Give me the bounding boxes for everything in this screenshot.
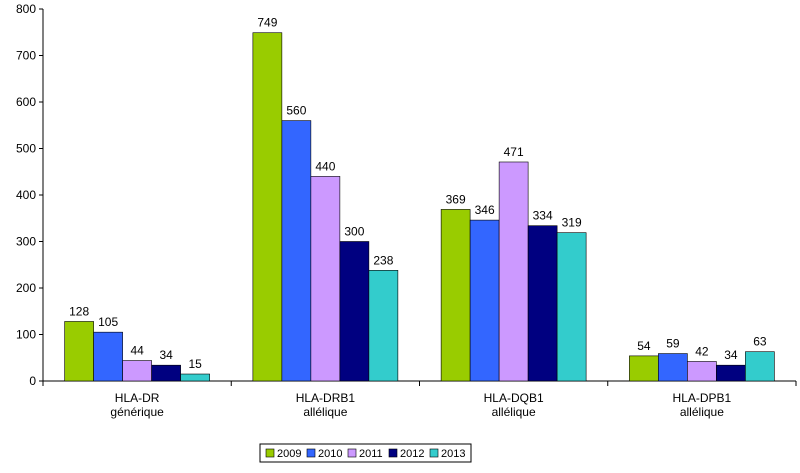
bar-value-label: 369 bbox=[446, 192, 466, 206]
bar-value-label: 34 bbox=[724, 348, 738, 362]
bar bbox=[368, 270, 399, 382]
y-tick-label: 400 bbox=[16, 188, 36, 202]
bar bbox=[440, 209, 471, 382]
bar bbox=[252, 32, 283, 382]
legend-swatch bbox=[388, 448, 398, 458]
category-label: HLA-DQB1 bbox=[484, 391, 544, 405]
y-tick-label: 200 bbox=[16, 281, 36, 295]
bar-value-label: 238 bbox=[373, 253, 393, 267]
bar-value-label: 44 bbox=[130, 344, 144, 358]
bar bbox=[498, 161, 529, 382]
bar bbox=[339, 241, 370, 382]
legend-label: 2011 bbox=[359, 448, 383, 460]
legend-label: 2013 bbox=[441, 448, 465, 460]
bar bbox=[556, 232, 587, 382]
bar bbox=[93, 331, 123, 382]
bar-value-label: 63 bbox=[753, 335, 767, 349]
bar-value-label: 15 bbox=[188, 357, 202, 371]
bar bbox=[64, 321, 94, 382]
bar bbox=[469, 219, 500, 382]
category-label: allélique bbox=[680, 405, 724, 419]
bar-value-label: 128 bbox=[69, 304, 89, 318]
legend-swatch bbox=[347, 448, 357, 458]
y-tick-label: 0 bbox=[29, 374, 36, 388]
legend-box bbox=[259, 443, 472, 463]
bar-value-label: 105 bbox=[98, 315, 118, 329]
legend-swatch bbox=[429, 448, 439, 458]
y-tick-label: 800 bbox=[16, 2, 36, 16]
y-tick-label: 500 bbox=[16, 142, 36, 156]
bar-value-label: 749 bbox=[257, 16, 277, 30]
bar bbox=[180, 373, 210, 382]
bar bbox=[527, 225, 558, 382]
category-label: HLA-DR bbox=[115, 391, 160, 405]
category-label: allélique bbox=[492, 405, 536, 419]
bar-value-label: 300 bbox=[344, 225, 364, 239]
category-label: HLA-DPB1 bbox=[673, 391, 732, 405]
bar-value-label: 346 bbox=[475, 203, 495, 217]
bar bbox=[310, 176, 341, 382]
bar bbox=[151, 364, 181, 382]
bar-value-label: 334 bbox=[533, 209, 553, 223]
bar-value-label: 54 bbox=[637, 339, 651, 353]
bar bbox=[716, 364, 746, 382]
bar-value-label: 440 bbox=[315, 159, 335, 173]
bar bbox=[629, 355, 659, 382]
legend-label: 2012 bbox=[400, 448, 424, 460]
y-tick-label: 100 bbox=[16, 328, 36, 342]
bar-value-label: 42 bbox=[695, 344, 709, 358]
bar-value-label: 560 bbox=[286, 104, 306, 118]
legend-label: 2009 bbox=[277, 448, 301, 460]
category-label: HLA-DRB1 bbox=[296, 391, 356, 405]
legend-swatch bbox=[306, 448, 316, 458]
legend-swatch bbox=[265, 448, 275, 458]
y-tick-label: 700 bbox=[16, 49, 36, 63]
category-label: générique bbox=[110, 405, 164, 419]
bar bbox=[687, 361, 717, 382]
bar-value-label: 319 bbox=[562, 216, 582, 230]
y-tick-label: 300 bbox=[16, 235, 36, 249]
bar bbox=[122, 360, 152, 382]
bar-value-label: 34 bbox=[159, 348, 173, 362]
plot-area: 0 100 200 300 400 500 600 700 800 128 105 44 34 15 HLA… bbox=[16, 2, 797, 419]
bar bbox=[745, 351, 775, 382]
y-tick-label: 600 bbox=[16, 95, 36, 109]
category-label: allélique bbox=[303, 405, 347, 419]
bar-value-label: 59 bbox=[666, 337, 680, 351]
bar-value-label: 471 bbox=[504, 145, 524, 159]
legend-label: 2010 bbox=[318, 448, 342, 460]
bar bbox=[658, 353, 688, 382]
bar bbox=[281, 120, 312, 382]
legend: 2009 2010 2011 2012 2013 bbox=[259, 443, 472, 463]
